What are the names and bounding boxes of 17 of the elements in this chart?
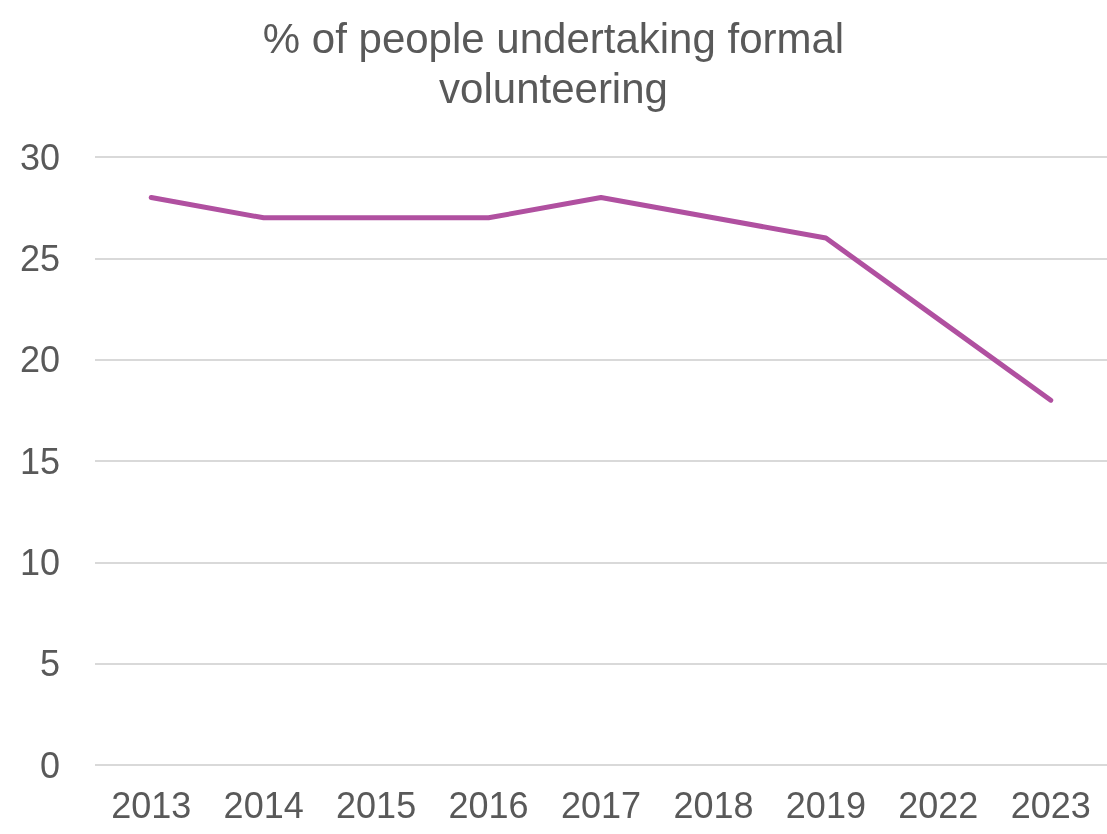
x-tick-label: 2015	[336, 784, 417, 826]
y-tick-label: 10	[19, 541, 60, 583]
x-tick-label: 2019	[785, 784, 866, 826]
x-tick-label: 2018	[673, 784, 754, 826]
y-tick-label: 20	[19, 339, 60, 381]
x-tick-label: 2013	[111, 784, 192, 826]
x-tick-label: 2016	[448, 784, 529, 826]
x-tick-label: 2017	[560, 784, 642, 826]
x-tick-label: 2014	[223, 784, 304, 826]
chart-title: % of people undertaking formal volunteering	[262, 14, 845, 112]
x-tick-label: 2023	[1010, 784, 1091, 826]
y-tick-label: 15	[19, 440, 60, 482]
y-tick-label: 5	[39, 643, 60, 685]
x-tick-label: 2022	[898, 784, 979, 826]
y-tick-label: 30	[19, 136, 60, 178]
y-tick-label: 0	[39, 744, 60, 786]
y-tick-label: 25	[19, 237, 60, 279]
